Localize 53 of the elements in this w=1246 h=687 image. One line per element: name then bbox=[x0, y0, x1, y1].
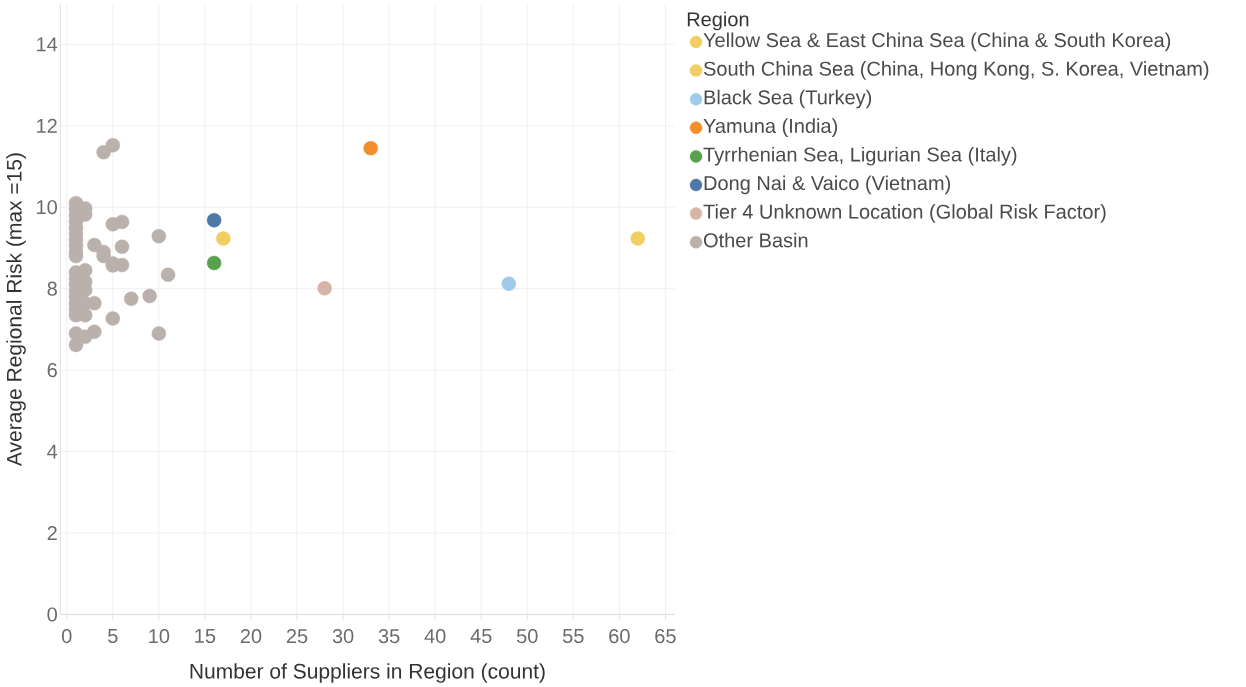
x-tick-label: 45 bbox=[470, 629, 492, 643]
point bbox=[114, 239, 130, 254]
y-tick-label: 4 bbox=[47, 444, 58, 459]
x-tick-label: 55 bbox=[562, 629, 584, 643]
point bbox=[501, 276, 517, 291]
point bbox=[87, 296, 102, 311]
point bbox=[363, 140, 378, 156]
point bbox=[87, 237, 102, 253]
x-tick-label: 50 bbox=[516, 629, 538, 644]
x-tick-label: 35 bbox=[378, 629, 400, 644]
x-tick-label: 40 bbox=[424, 629, 446, 644]
legend-label: Dong Nai & Vaico (Vietnam) bbox=[704, 175, 951, 195]
y-axis-title: Average Regional Risk (max =15) bbox=[6, 153, 26, 467]
x-tick-label: 5 bbox=[108, 629, 118, 643]
point bbox=[317, 281, 332, 296]
x-tick-label: 65 bbox=[655, 629, 676, 644]
point bbox=[87, 324, 102, 340]
y-tick-label: 0 bbox=[47, 607, 57, 622]
point bbox=[105, 311, 121, 326]
legend-label: Tier 4 Unknown Location (Global Risk Factor) bbox=[703, 204, 1106, 223]
x-tick-label: 25 bbox=[286, 629, 308, 644]
x-tick-label: 20 bbox=[240, 629, 262, 644]
point bbox=[206, 255, 222, 271]
legend-label: Black Sea (Turkey) bbox=[704, 89, 872, 109]
point bbox=[216, 231, 231, 246]
x-tick-label: 60 bbox=[609, 629, 630, 644]
point bbox=[151, 326, 167, 341]
point bbox=[630, 231, 645, 246]
y-tick-label: 10 bbox=[37, 200, 57, 215]
y-tick-label: 6 bbox=[47, 363, 57, 378]
x-tick-label: 15 bbox=[195, 629, 216, 643]
point bbox=[105, 138, 121, 153]
point bbox=[114, 214, 130, 230]
point bbox=[206, 213, 222, 228]
point bbox=[142, 288, 157, 304]
point bbox=[151, 228, 167, 244]
legend-label: Yellow Sea & East China Sea (China & South Korea) bbox=[703, 32, 1171, 52]
x-tick-label: 30 bbox=[332, 629, 354, 644]
x-tick-label: 0 bbox=[61, 629, 72, 644]
legend-label: Yamuna (India) bbox=[703, 118, 838, 137]
x-tick-label: 10 bbox=[149, 629, 170, 644]
y-tick-label: 12 bbox=[37, 118, 57, 133]
x-axis-title: Number of Suppliers in Region (count) bbox=[190, 663, 545, 683]
point bbox=[124, 291, 139, 307]
legend-label: South China Sea (China, Hong Kong, S. Korea, Vietnam) bbox=[703, 61, 1209, 80]
y-tick-label: 8 bbox=[47, 281, 57, 296]
y-tick-label: 14 bbox=[37, 37, 58, 52]
point bbox=[68, 337, 84, 353]
legend-label: Other Basin bbox=[703, 232, 808, 248]
y-tick-label: 2 bbox=[47, 526, 57, 541]
legend-title: Region bbox=[687, 11, 749, 31]
point bbox=[160, 267, 176, 283]
legend-label: Tyrrhenian Sea, Ligurian Sea (Italy) bbox=[703, 146, 1017, 166]
